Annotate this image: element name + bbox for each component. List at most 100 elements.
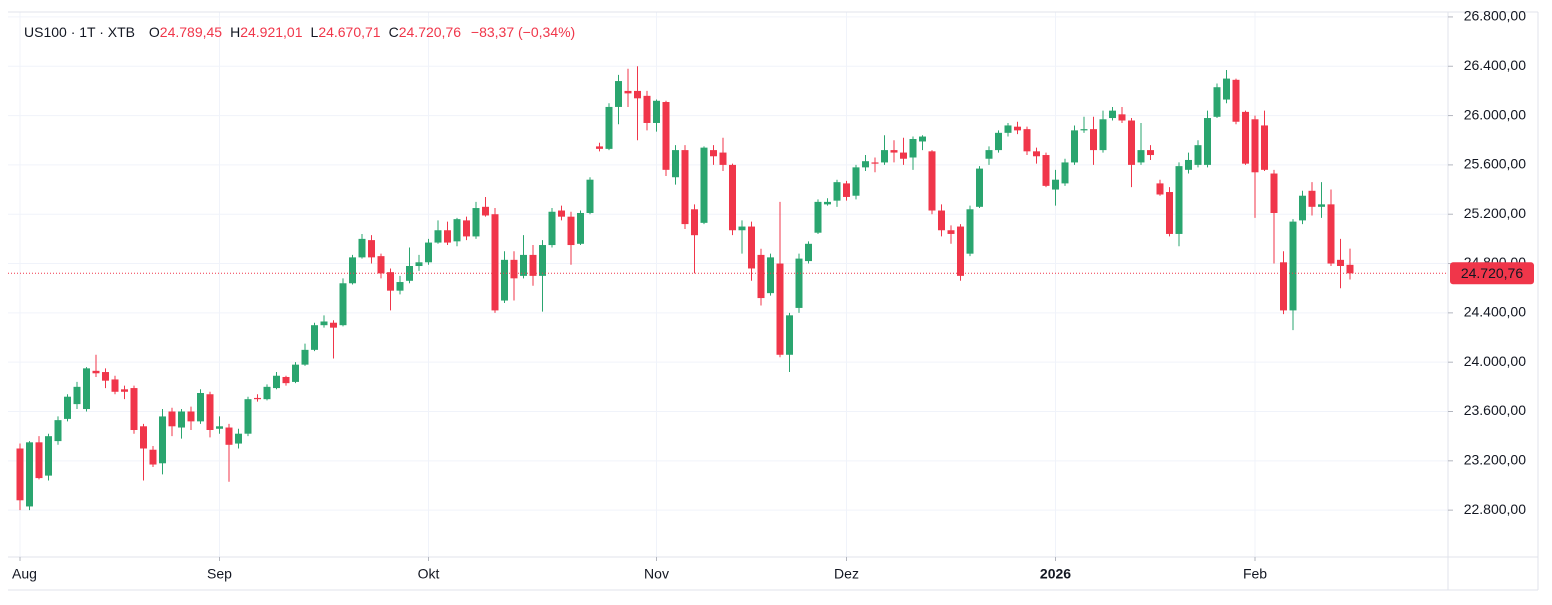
candle-body: [795, 258, 803, 308]
candle-body: [615, 81, 622, 107]
candles: [16, 66, 1354, 511]
candle-body: [662, 102, 670, 170]
candle-body: [510, 259, 518, 279]
candle-body: [263, 386, 271, 400]
grid: [8, 12, 1448, 557]
ohlc-value: 24.720,76: [399, 24, 461, 40]
candle-body: [700, 147, 708, 223]
candle-body: [463, 220, 470, 237]
candle-body: [254, 397, 261, 400]
candle-body: [320, 321, 328, 326]
candle-body: [805, 243, 812, 262]
candle-body: [985, 150, 993, 159]
candle-body: [786, 315, 793, 355]
candle-body: [729, 164, 736, 231]
candle-body: [273, 375, 280, 389]
candle-body: [719, 152, 727, 165]
candle-body: [1289, 221, 1297, 311]
candle-body: [1090, 129, 1097, 151]
candle-body: [216, 426, 223, 429]
candle-body: [444, 230, 451, 243]
candle-body: [1232, 79, 1240, 122]
candle-body: [1242, 111, 1249, 164]
x-tick-label: Nov: [644, 566, 669, 582]
candle-body: [776, 263, 784, 355]
candle-body: [1061, 162, 1069, 184]
candle-body: [92, 370, 100, 374]
candle-body: [539, 245, 546, 276]
candle-body: [206, 394, 214, 430]
candle-body: [833, 182, 841, 201]
candle-body: [1337, 259, 1344, 267]
candle-body: [748, 226, 755, 269]
candle-body: [653, 100, 660, 123]
candle-body: [691, 209, 698, 236]
candle-body: [197, 393, 204, 422]
y-tick-label: 25.200,00: [1464, 205, 1526, 221]
candle-body: [1023, 129, 1031, 152]
candle-body: [567, 216, 575, 246]
candle-body: [1318, 204, 1325, 207]
candle-body: [149, 449, 157, 465]
ohlc-letter: L: [311, 24, 319, 40]
candle-body: [529, 254, 537, 276]
candle-body: [1147, 150, 1154, 156]
change: −83,37 (−0,34%): [471, 24, 575, 40]
candle-body: [634, 90, 641, 99]
candle-body: [643, 95, 651, 123]
candle-body: [282, 376, 290, 384]
candle-body: [938, 210, 945, 231]
candle-body: [586, 179, 594, 213]
last-price-tag: [1450, 262, 1534, 285]
candle-body: [491, 214, 499, 311]
candle-body: [520, 254, 527, 276]
candle-body: [396, 282, 404, 291]
ohlc: O24.789,45 H24.921,01 L24.670,71 C24.720,76: [149, 24, 461, 40]
candle-body: [1033, 151, 1040, 157]
candle-body: [928, 151, 936, 211]
candle-body: [415, 262, 423, 267]
candle-body: [900, 152, 907, 159]
ohlc-letter: H: [230, 24, 240, 40]
candle-body: [881, 150, 888, 163]
candle-body: [1099, 119, 1107, 151]
candle-body: [1270, 173, 1278, 213]
y-tick-label: 26.400,00: [1464, 57, 1526, 73]
candle-body: [1128, 120, 1135, 165]
x-tick-label: Okt: [418, 566, 440, 582]
x-tick-label: Dez: [834, 566, 859, 582]
candle-body: [995, 132, 1002, 151]
candle-body: [406, 266, 413, 281]
x-tick-label: Feb: [1243, 566, 1267, 582]
candle-body: [187, 411, 195, 422]
candle-body: [16, 448, 24, 501]
candle-body: [178, 411, 185, 428]
candle-body: [377, 256, 385, 274]
candle-body: [824, 201, 831, 205]
y-tick-label: 25.600,00: [1464, 156, 1526, 172]
axes: 22.800,00 23.200,00 23.600,00 24.000,00 24.4…: [8, 8, 1534, 582]
candle-body: [1204, 118, 1211, 165]
candle-body: [1185, 159, 1192, 170]
candle-body: [890, 150, 898, 153]
candle-body: [482, 206, 489, 216]
candle-body: [368, 240, 375, 258]
candle-body: [339, 283, 347, 326]
candle-body: [387, 272, 394, 291]
candle-body: [1194, 145, 1202, 165]
y-tick-label: 26.800,00: [1464, 8, 1526, 24]
candle-body: [140, 426, 147, 449]
candle-body: [235, 433, 242, 444]
candle-body: [1071, 130, 1078, 163]
candle-body: [425, 242, 432, 263]
y-tick-label: 24.400,00: [1464, 304, 1526, 320]
candle-body: [1156, 183, 1164, 195]
candle-body: [330, 322, 337, 328]
candle-body: [453, 219, 461, 242]
candle-body: [1137, 150, 1145, 163]
candle-body: [311, 325, 318, 350]
candle-body: [1118, 114, 1126, 121]
candle-body: [681, 150, 689, 225]
candle-body: [1280, 262, 1287, 311]
